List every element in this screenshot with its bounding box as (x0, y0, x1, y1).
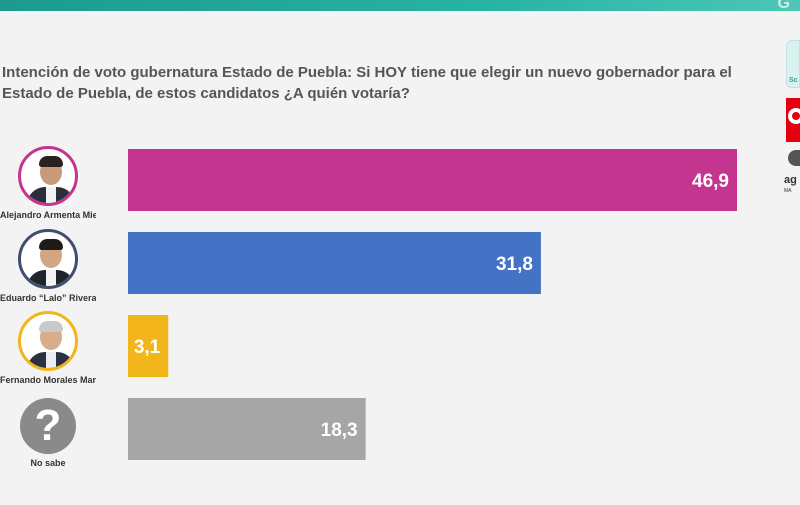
candidate-name: Fernando Morales Martínez (0, 375, 96, 385)
sponsor-logo-teal: Sc (786, 40, 800, 88)
bar-4 (128, 398, 366, 460)
candidate-eduardo-rivera: Eduardo “Lalo” Rivera (0, 229, 96, 303)
bar-3 (128, 315, 169, 377)
bar-1 (128, 149, 737, 211)
candidate-fernando-morales: Fernando Morales Martínez (0, 311, 96, 385)
top-accent-bar: G (0, 0, 800, 12)
sponsor-logo-speech-icon (788, 150, 800, 166)
candidate-no-sabe: ? No sabe (0, 398, 96, 468)
candidate-photo-morales (18, 311, 78, 371)
candidate-name: Eduardo “Lalo” Rivera (0, 293, 96, 303)
bar-value-label-4: 18,3 (321, 420, 358, 441)
bar-value-label-3: 3,1 (134, 337, 161, 358)
candidate-alejandro-armenta: Alejandro Armenta Mier (0, 146, 96, 220)
sponsor-logo-red (786, 98, 800, 142)
candidate-photo-armenta (18, 146, 78, 206)
candidate-name: Alejandro Armenta Mier (0, 210, 96, 220)
candidate-name: No sabe (30, 458, 66, 468)
chart-question-title: Intención de voto gubernatura Estado de … (2, 64, 732, 102)
corner-logo-mark: G (777, 0, 790, 12)
bar-value-label-2: 31,8 (496, 254, 533, 275)
sponsor-logo-text: ag MA (784, 174, 797, 195)
question-mark-icon: ? (20, 398, 76, 454)
bar-value-label-1: 46,9 (692, 171, 729, 192)
candidate-photo-rivera (18, 229, 78, 289)
bar-2 (128, 232, 541, 294)
